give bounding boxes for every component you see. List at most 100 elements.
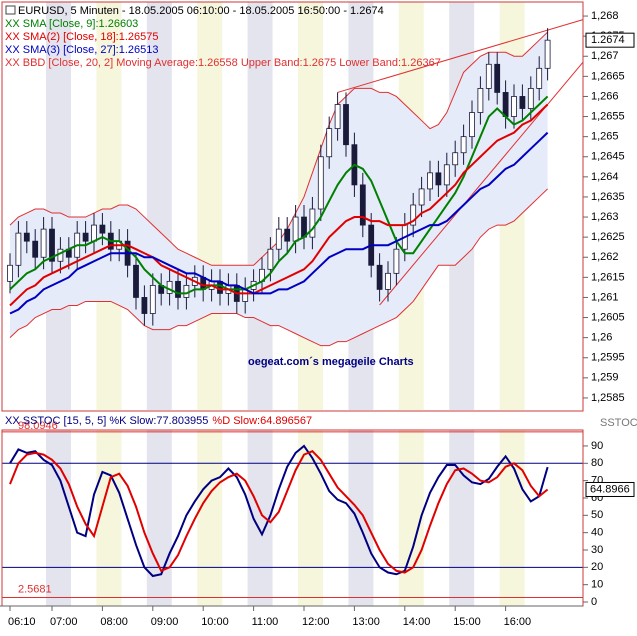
candle-body — [275, 228, 282, 250]
y-tick-label: 1,26 — [591, 332, 612, 344]
hour-stripe — [398, 430, 424, 606]
trendline — [379, 61, 584, 306]
x-tick-label: 13:00 — [352, 616, 380, 628]
x-tick-label: 08:00 — [100, 616, 128, 628]
y-tick-label: 1,2595 — [591, 352, 625, 364]
candle-body — [57, 248, 64, 262]
candle-body — [175, 280, 181, 298]
candle-body — [359, 184, 366, 226]
candle-body — [99, 224, 106, 234]
y-tick-label: 1,2665 — [591, 70, 625, 82]
candle-body — [15, 232, 22, 266]
candle-body — [23, 232, 30, 242]
y-tick-label: 40 — [591, 527, 603, 539]
x-tick-label: 10:00 — [201, 616, 229, 628]
hour-stripe — [146, 2, 172, 410]
candle-body — [334, 104, 341, 130]
candle-body — [376, 264, 383, 290]
candle-body — [326, 128, 333, 158]
candle-body — [519, 96, 526, 109]
candle-body — [284, 228, 291, 242]
last-value-label: 64.8966 — [590, 483, 630, 495]
last-value-box — [585, 481, 635, 497]
hour-stripe — [146, 430, 172, 606]
lower-band — [9, 188, 548, 347]
extreme-label: 98.0946 — [18, 420, 58, 432]
y-tick-label: 1,2625 — [591, 231, 625, 243]
candle-body — [452, 152, 459, 166]
y-tick-label: 50 — [591, 509, 603, 521]
x-tick-label: 14:00 — [403, 616, 431, 628]
legend-entry: XX SMA [Close, 9]:1.26603 — [5, 18, 138, 30]
candle-body — [166, 280, 173, 294]
watermark: oegeat.com´s megageile Charts — [248, 356, 414, 368]
y-tick-label: 30 — [591, 544, 603, 556]
x-tick-label: 06:10 — [8, 616, 36, 628]
extreme-label: 2.5681 — [18, 583, 52, 595]
candle-body — [292, 216, 299, 242]
candle-body — [536, 67, 543, 89]
candle-body — [527, 88, 534, 109]
hour-stripe — [96, 430, 122, 606]
y-tick-label: 1,264 — [591, 171, 619, 183]
hour-stripe — [46, 2, 71, 410]
candle-body — [141, 297, 148, 314]
y-tick-label: 1,261 — [591, 291, 619, 303]
legend-entry: %D Slow:64.896567 — [212, 415, 312, 427]
y-tick-label: 80 — [591, 457, 603, 469]
candle-body — [82, 232, 89, 242]
hour-stripe — [449, 430, 475, 606]
candle-body — [309, 208, 316, 238]
y-tick-label: 1,2585 — [591, 392, 625, 404]
candle-body — [460, 136, 467, 154]
last-price-box — [585, 32, 635, 48]
candle-body — [149, 284, 156, 314]
candle-body — [343, 104, 349, 146]
y-tick-label: 1,2645 — [591, 151, 625, 163]
legend-entry: XX SSTOC [15, 5, 5] %K Slow:77.803955 — [5, 415, 208, 427]
stoch-line — [9, 444, 549, 578]
x-tick-label: 07:00 — [50, 616, 78, 628]
hour-stripe — [247, 2, 273, 410]
y-tick-label: 1,2615 — [591, 271, 625, 283]
legend-entry: XX BBD [Close, 20, 2] Moving Average:1.2… — [5, 57, 441, 69]
hour-stripe — [197, 2, 223, 410]
legend-entry: XX SMA(3) [Close, 27]:1.26513 — [5, 44, 158, 56]
y-tick-label: 1,267 — [591, 50, 619, 62]
candle-body — [443, 164, 450, 186]
y-tick-label: 90 — [591, 440, 603, 452]
candle-body — [183, 284, 190, 298]
stoch-line — [9, 449, 549, 574]
price-frame — [1, 1, 584, 412]
y-tick-label: 1,2655 — [591, 110, 625, 122]
x-tick-label: 09:00 — [151, 616, 179, 628]
candle-body — [544, 39, 551, 69]
y-tick-label: 10 — [591, 579, 603, 591]
candle-body — [267, 248, 274, 270]
candle-body — [393, 248, 400, 274]
candle-body — [410, 204, 417, 226]
x-tick-label: 16:00 — [504, 616, 532, 628]
candle-body — [32, 240, 39, 258]
candle-body — [435, 172, 442, 186]
candle-body — [427, 172, 433, 190]
legend-entry: XX SMA(2) [Close, 18]:1.26575 — [5, 31, 158, 43]
y-tick-label: 1,2605 — [591, 311, 625, 323]
sma-line — [9, 131, 549, 315]
y-tick-label: 1,266 — [591, 90, 619, 102]
candle-body — [7, 264, 13, 282]
hour-stripe — [197, 430, 223, 606]
candle-body — [385, 272, 391, 290]
trendline — [337, 19, 584, 93]
y-tick-label: 0 — [591, 596, 597, 608]
y-tick-label: 1,2635 — [591, 191, 625, 203]
candle-body — [469, 112, 475, 138]
y-tick-label: 1,263 — [591, 211, 619, 223]
y-tick-label: 1,265 — [591, 131, 619, 143]
sma-line — [9, 103, 549, 307]
candle-body — [485, 63, 492, 89]
candle-body — [511, 96, 517, 117]
stoch-axis-title: SSTOC — [600, 417, 637, 429]
band-fill — [10, 32, 548, 346]
last-price-label: 1.2674 — [591, 34, 625, 46]
